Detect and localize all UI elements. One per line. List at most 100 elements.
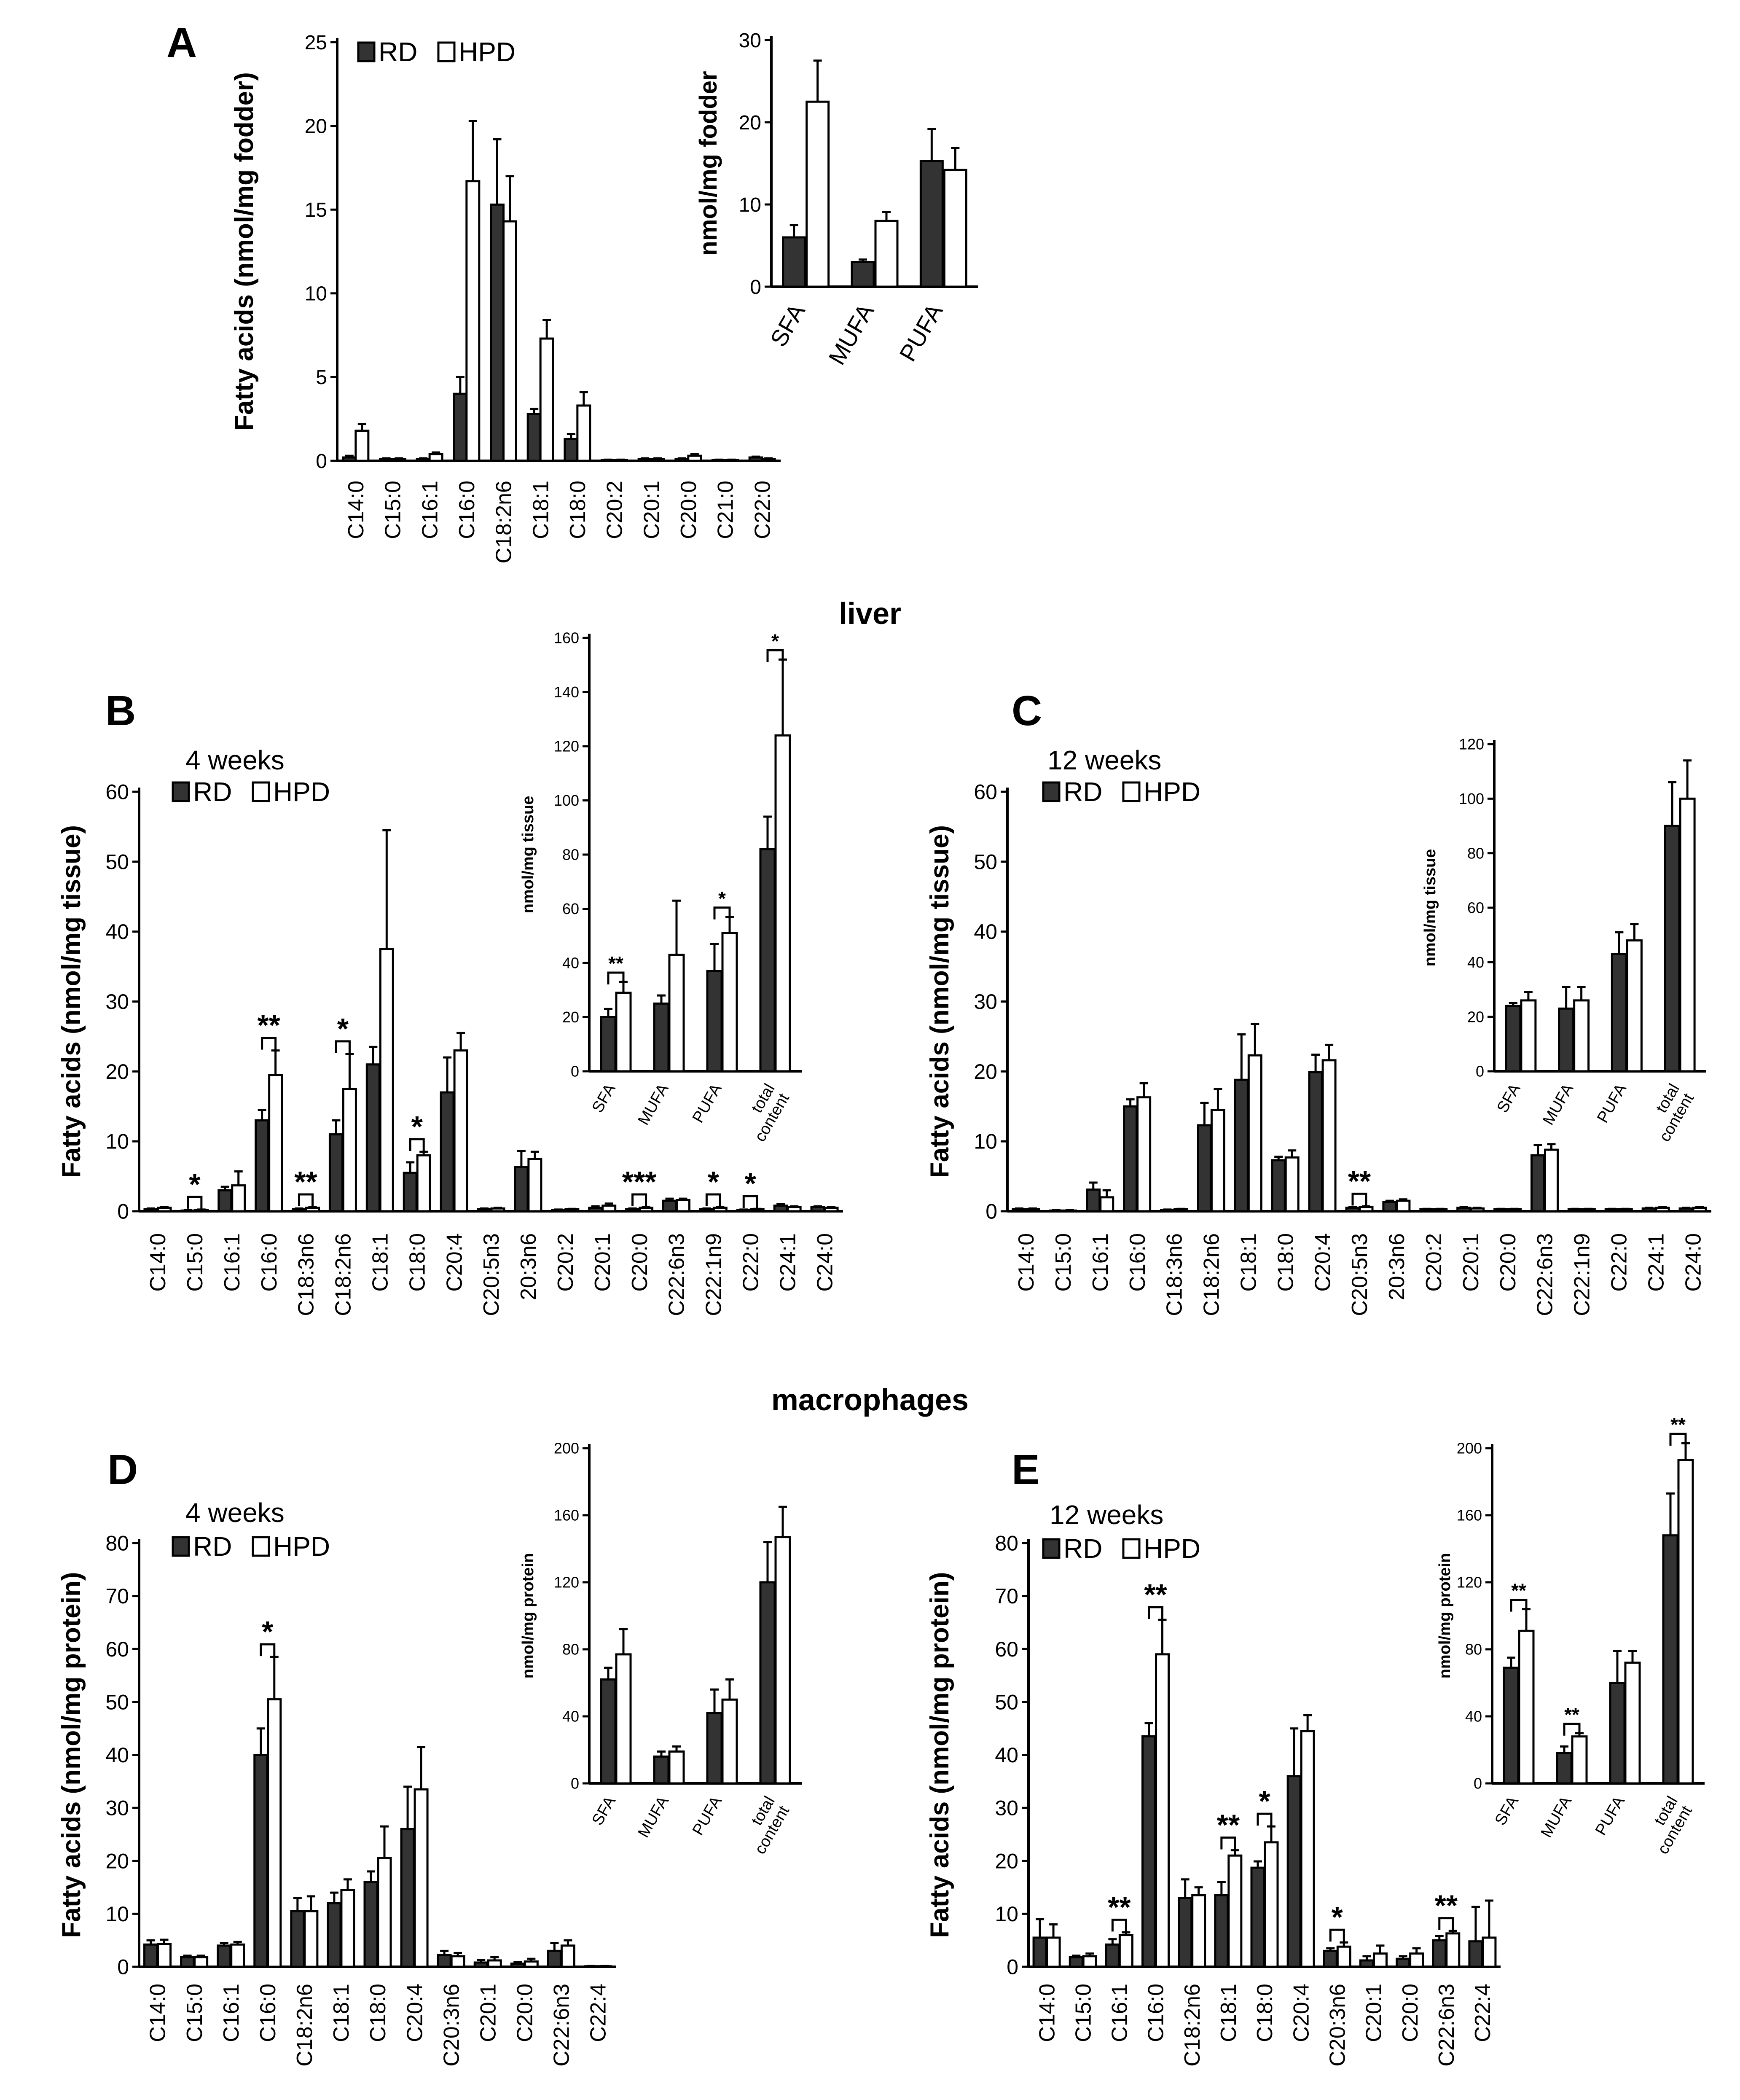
bar-hpd xyxy=(1518,1629,1535,1785)
y-tick-label: 20 xyxy=(562,1008,579,1026)
significance-bracket xyxy=(1148,1606,1164,1619)
bar-hpd xyxy=(615,992,632,1073)
panel-letter: C xyxy=(1012,687,1042,734)
bar-hpd xyxy=(615,1653,632,1785)
category-label: C18:2n6 xyxy=(1200,1233,1224,1316)
y-tick-label: 50 xyxy=(995,1690,1018,1714)
y-tick-label: 40 xyxy=(995,1743,1018,1767)
bar-hpd xyxy=(1677,1459,1694,1785)
bar-hpd xyxy=(157,1943,172,1968)
bar-rd xyxy=(759,848,776,1073)
category-label: C20:1 xyxy=(591,1233,615,1292)
panel-letter: D xyxy=(107,1446,138,1493)
category-label: C16:0 xyxy=(1125,1233,1150,1292)
category-label: C20:3n6 xyxy=(1326,1984,1350,2067)
y-tick-label: 100 xyxy=(554,792,579,809)
category-label: C20:0 xyxy=(1496,1233,1520,1292)
bar-rd xyxy=(1558,1007,1575,1073)
chart-A-main: 0 5 10 15 20 25 Fatty acids (nmol/mg fodder) C1… xyxy=(166,19,781,564)
category-label: C18:1 xyxy=(1216,1984,1241,2042)
y-tick-label: 10 xyxy=(105,1130,129,1154)
bar-rd xyxy=(416,458,431,462)
y-tick-label: 60 xyxy=(105,1638,129,1661)
bar-rd xyxy=(759,1581,776,1785)
bar-hpd xyxy=(1284,1156,1300,1213)
y-tick-label: 10 xyxy=(974,1130,997,1154)
significance-label: * xyxy=(337,1012,349,1045)
bar-rd xyxy=(674,458,690,462)
bar-hpd xyxy=(1082,1955,1097,1968)
y-tick-label: 80 xyxy=(1465,1641,1482,1658)
significance-label: ** xyxy=(1217,1809,1240,1842)
bar-rd xyxy=(1530,1154,1545,1213)
y-tick-label: 40 xyxy=(105,1743,129,1767)
significance-bracket xyxy=(261,1037,277,1050)
y-tick-label: 160 xyxy=(554,1507,579,1524)
category-label: C20:0 xyxy=(1398,1984,1423,2042)
bar-rd xyxy=(782,236,806,288)
category-label: C22:1n9 xyxy=(1570,1233,1595,1316)
significance-bracket xyxy=(1669,1433,1687,1446)
significance-label: * xyxy=(1259,1785,1270,1818)
category-label: C15:0 xyxy=(183,1233,207,1292)
bar-rd xyxy=(748,456,763,462)
section-title-liver: liver xyxy=(839,597,901,631)
category-label: C22:0 xyxy=(1607,1233,1631,1292)
category-label: C16:1 xyxy=(418,481,442,539)
category-label: C22:4 xyxy=(1471,1984,1495,2042)
bar-hpd xyxy=(1573,999,1590,1073)
bar-hpd xyxy=(943,169,967,288)
legend-swatch-hpd xyxy=(1122,781,1141,802)
bar-rd xyxy=(1286,1775,1302,1968)
y-tick-label: 100 xyxy=(1459,790,1484,807)
bar-rd xyxy=(1611,953,1627,1073)
y-tick-label: 10 xyxy=(739,194,761,216)
category-label: C24:1 xyxy=(1644,1233,1668,1292)
bar-hpd xyxy=(342,1088,357,1213)
y-tick-label: 20 xyxy=(739,112,761,134)
y-tick-label: 160 xyxy=(1457,1507,1482,1524)
bar-rd xyxy=(1396,1957,1411,1968)
legend-label-hpd: HPD xyxy=(273,1531,330,1562)
panel-letter: B xyxy=(105,687,136,734)
legend-swatch-hpd xyxy=(252,781,270,802)
significance-label: ** xyxy=(1108,1890,1131,1923)
y-tick-label: 140 xyxy=(554,683,579,701)
significance-bracket xyxy=(742,1195,758,1208)
bar-rd xyxy=(514,1166,529,1213)
panel-subtitle: 12 weeks xyxy=(1050,1500,1163,1530)
bar-hpd xyxy=(1655,1207,1670,1213)
y-tick-label: 40 xyxy=(1465,1708,1482,1725)
category-label: C20:4 xyxy=(403,1984,427,2042)
bar-rd xyxy=(1197,1124,1212,1213)
bar-rd xyxy=(1308,1071,1323,1213)
legend-swatch-hpd xyxy=(1122,1538,1141,1559)
legend-swatch-rd xyxy=(1042,781,1061,802)
y-tick-label: 40 xyxy=(105,920,129,944)
bar-hpd xyxy=(527,1158,542,1213)
bar-rd xyxy=(1105,1943,1120,1968)
bar-hpd xyxy=(1372,1952,1388,1968)
category-label: C16:0 xyxy=(256,1984,280,2042)
y-tick-label: 0 xyxy=(1474,1775,1482,1792)
legend-swatch-rd xyxy=(1042,1538,1061,1559)
panel-subtitle: 12 weeks xyxy=(1047,745,1161,775)
bar-rd xyxy=(662,1199,677,1213)
category-label: C20:4 xyxy=(442,1233,467,1292)
y-tick-label: 20 xyxy=(995,1849,1018,1873)
bar-rd xyxy=(637,458,652,462)
category-label: C16:0 xyxy=(257,1233,282,1292)
bar-rd xyxy=(1468,1940,1483,1968)
bar-rd xyxy=(1141,1735,1157,1968)
bar-rd xyxy=(1609,1682,1626,1785)
bar-rd xyxy=(1032,1936,1047,1968)
bar-rd xyxy=(143,1943,158,1968)
bar-hpd xyxy=(874,220,899,288)
bar-hpd xyxy=(774,734,791,1073)
significance-label: ** xyxy=(257,1009,280,1042)
bar-rd xyxy=(1503,1667,1520,1785)
chart-D-main: 0 10 20 30 40 50 60 70 80 Fatty acids (nmol/mg pr… xyxy=(57,1446,616,2067)
bar-hpd xyxy=(305,1207,320,1213)
significance-label: * xyxy=(708,1165,720,1198)
